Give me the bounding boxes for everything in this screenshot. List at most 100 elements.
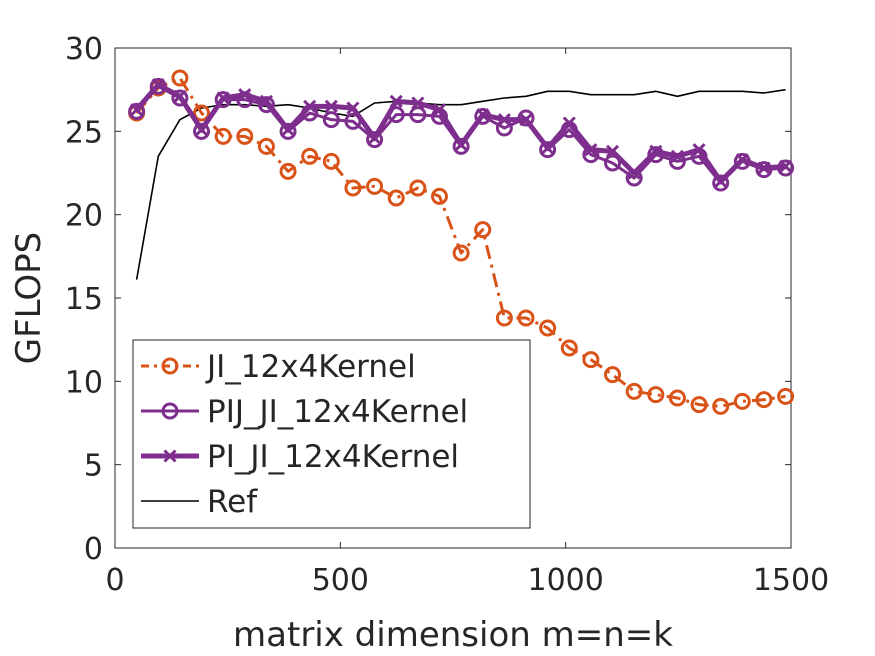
data-point: [625, 382, 643, 400]
data-point: [238, 88, 252, 102]
data-point: [193, 122, 211, 140]
data-point: [409, 106, 427, 124]
data-point: [279, 162, 297, 180]
data-point: [755, 391, 773, 409]
legend-marker: [161, 402, 179, 420]
data-point: [692, 143, 706, 157]
data-point: [474, 221, 492, 239]
data-point: [193, 104, 211, 122]
series-3: [135, 88, 786, 280]
data-point: [346, 101, 360, 115]
series-layer: [128, 69, 795, 415]
data-point: [303, 99, 317, 113]
data-point: [714, 174, 728, 188]
legend-marker: [163, 449, 177, 463]
data-point: [259, 94, 273, 108]
data-point: [604, 154, 622, 172]
data-point: [627, 166, 641, 180]
y-tick-label: 10: [65, 365, 103, 400]
data-point: [582, 351, 600, 369]
x-axis-label: matrix dimension m=n=k: [233, 615, 673, 655]
data-point: [476, 108, 490, 122]
data-point: [432, 103, 447, 117]
data-point: [173, 89, 187, 103]
data-point: [733, 392, 751, 410]
y-tick-label: 0: [84, 532, 103, 567]
legend-entry: PIJ_JI_12x4Kernel: [141, 394, 468, 430]
data-point: [452, 244, 470, 262]
data-point: [539, 141, 557, 159]
data-point: [130, 103, 144, 117]
legend-label: Ref: [207, 484, 258, 520]
data-point: [668, 389, 686, 407]
x-tick-label: 1000: [527, 563, 603, 598]
data-point: [584, 143, 598, 157]
data-point: [171, 69, 189, 87]
ticks-layer: 0 500 1000 1500 0 5 10 15 20 25 30: [65, 32, 829, 598]
data-point: [301, 147, 319, 165]
data-point: [605, 144, 620, 158]
data-point: [214, 91, 232, 109]
legend-entry: Ref: [141, 484, 258, 520]
y-tick-label: 15: [65, 282, 103, 317]
data-point: [735, 153, 749, 167]
data-point: [171, 89, 189, 107]
data-point: [560, 339, 578, 357]
data-point: [322, 111, 340, 129]
data-point: [670, 149, 684, 163]
data-point: [454, 138, 468, 152]
data-point: [236, 127, 254, 145]
data-point: [562, 116, 576, 130]
data-point: [712, 397, 730, 415]
y-tick-label: 30: [65, 32, 103, 67]
data-point: [257, 137, 275, 155]
data-point: [389, 94, 403, 108]
data-point: [539, 319, 557, 337]
data-point: [257, 96, 275, 114]
data-point: [452, 137, 470, 155]
data-point: [777, 387, 795, 405]
data-point: [368, 131, 382, 145]
data-point: [517, 309, 535, 327]
legend: JI_12x4Kernel PIJ_JI_12x4Kernel PI_JI_12x4…: [132, 339, 531, 529]
data-point: [411, 96, 425, 110]
data-point: [519, 113, 533, 127]
y-axis-label: GFLOPS: [9, 232, 49, 364]
data-point: [541, 141, 555, 155]
data-point: [366, 177, 384, 195]
data-point: [366, 131, 384, 149]
data-point: [430, 187, 448, 205]
series-0: [128, 69, 795, 415]
data-point: [649, 144, 663, 158]
series-line: [135, 88, 786, 280]
data-point: [779, 159, 793, 173]
data-point: [322, 152, 340, 170]
data-point: [194, 123, 209, 137]
data-point: [128, 102, 146, 120]
data-point: [647, 386, 665, 404]
y-tick-label: 25: [65, 115, 103, 150]
series-line: [135, 76, 786, 408]
y-tick-label: 5: [84, 449, 103, 484]
x-tick-label: 1500: [753, 563, 829, 598]
x-tick-label: 500: [312, 563, 369, 598]
data-point: [712, 174, 730, 192]
legend-label: PIJ_JI_12x4Kernel: [207, 394, 468, 430]
legend-label: JI_12x4Kernel: [205, 349, 416, 385]
data-point: [387, 189, 405, 207]
data-point: [690, 396, 708, 414]
legend-box: [132, 339, 531, 529]
legend-label: PI_JI_12x4Kernel: [207, 439, 459, 475]
data-point: [495, 309, 513, 327]
data-point: [757, 161, 771, 175]
data-point: [214, 127, 232, 145]
series-2: [130, 78, 793, 188]
legend-marker: [161, 357, 179, 375]
data-point: [344, 179, 362, 197]
x-tick-label: 0: [105, 563, 124, 598]
data-point: [281, 123, 295, 137]
data-point: [151, 78, 165, 92]
data-point: [324, 99, 338, 113]
y-tick-label: 20: [65, 199, 103, 234]
